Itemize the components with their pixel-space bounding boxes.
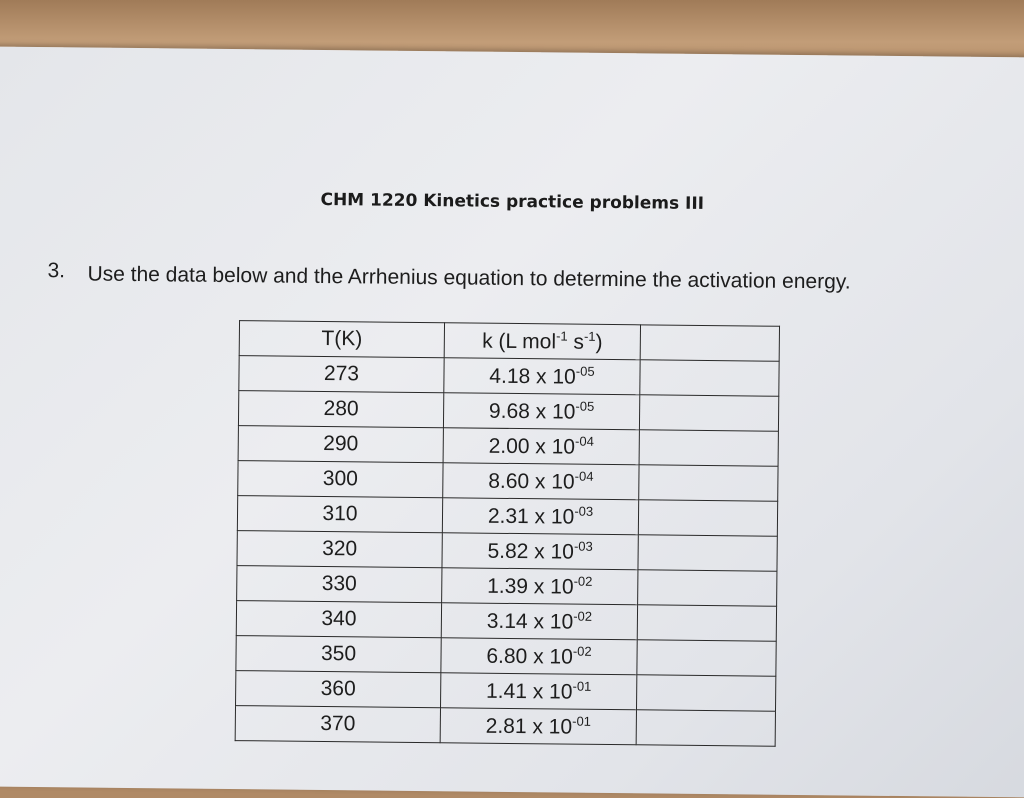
empty-cell <box>638 499 778 537</box>
data-row: 310 2.31 x 10-03 <box>237 495 778 537</box>
empty-cell <box>640 324 780 362</box>
exponent: -04 <box>574 468 594 484</box>
exponent: -05 <box>575 398 595 414</box>
data-row: 330 1.39 x 10-02 <box>236 565 777 607</box>
data-row: 290 2.00 x 10-04 <box>238 425 779 467</box>
temperature-cell: 310 <box>237 495 443 533</box>
temperature-cell: 330 <box>236 565 442 603</box>
rate-constant-cell: 3.14 x 10-02 <box>441 602 638 640</box>
rate-constant-cell: 1.39 x 10-02 <box>441 567 638 605</box>
rate-constant-cell: 9.68 x 10-05 <box>443 392 640 430</box>
temperature-cell: 290 <box>238 425 444 463</box>
data-row: 273 4.18 x 10-05 <box>238 355 780 397</box>
rate-constant-cell: 2.31 x 10-03 <box>442 497 639 535</box>
temperature-cell: 300 <box>237 460 444 498</box>
paper-sheet: CHM 1220 Kinetics practice problems III … <box>0 46 1024 798</box>
exponent: -05 <box>575 363 595 379</box>
empty-cell <box>638 464 779 502</box>
data-row: 340 3.14 x 10-02 <box>236 600 777 642</box>
empty-cell <box>637 604 777 642</box>
exponent: -02 <box>572 643 592 659</box>
rate-constant-cell: 6.80 x 10-02 <box>440 637 638 675</box>
exponent: -03 <box>574 503 594 519</box>
exponent: -02 <box>573 608 593 624</box>
mantissa: 3.14 x 10 <box>486 609 574 634</box>
exponent: -04 <box>575 433 594 449</box>
data-row: 300 8.60 x 10-04 <box>237 460 779 502</box>
header-text: k (L mol <box>482 329 557 354</box>
temperature-cell: 340 <box>236 600 442 638</box>
empty-cell <box>639 359 780 397</box>
header-text: T(K) <box>321 326 363 351</box>
mantissa: 4.18 x 10 <box>489 364 576 389</box>
rate-constant-cell: 1.41 x 10-01 <box>440 672 637 710</box>
header-row: T(K) k (L mol-1 s-1) <box>239 320 780 362</box>
header-text: s <box>567 330 585 354</box>
temperature-cell: 320 <box>236 530 443 568</box>
temperature-cell: 273 <box>238 355 445 393</box>
mantissa: 2.81 x 10 <box>485 714 573 739</box>
mantissa: 5.82 x 10 <box>487 539 575 564</box>
temperature-cell: 350 <box>235 635 442 673</box>
mantissa: 1.41 x 10 <box>485 679 573 704</box>
empty-cell <box>639 429 779 467</box>
temperature-cell: 370 <box>235 705 441 743</box>
rate-constant-cell: 8.60 x 10-04 <box>442 462 640 500</box>
data-row: 350 6.80 x 10-02 <box>235 635 777 677</box>
mantissa: 8.60 x 10 <box>488 469 575 494</box>
header-cell: T(K) <box>239 320 445 358</box>
rate-constant-cell: 2.00 x 10-04 <box>443 427 640 465</box>
rate-constant-cell: 2.81 x 10-01 <box>440 707 637 745</box>
superscript: -1 <box>556 328 568 344</box>
exponent: -02 <box>573 573 593 589</box>
exponent: -03 <box>573 538 593 554</box>
data-table: T(K) k (L mol-1 s-1) 273 4.18 x 10-05 280 9.6… <box>235 320 780 747</box>
mantissa: 9.68 x 10 <box>488 399 576 424</box>
title: CHM 1220 Kinetics practice problems III <box>320 189 705 214</box>
data-row: 280 9.68 x 10-05 <box>238 390 779 432</box>
empty-cell <box>636 639 777 677</box>
header-cell: k (L mol-1 s-1) <box>444 322 641 360</box>
temperature-cell: 360 <box>235 670 441 708</box>
superscript: -1 <box>583 328 596 344</box>
question-number: 3. <box>47 259 66 283</box>
empty-cell <box>636 709 776 747</box>
temperature-cell: 280 <box>238 390 444 428</box>
empty-cell <box>636 674 776 712</box>
empty-cell <box>637 534 778 572</box>
rate-constant-cell: 5.82 x 10-03 <box>441 532 639 570</box>
empty-cell <box>639 394 779 432</box>
mantissa: 1.39 x 10 <box>487 574 574 599</box>
mantissa: 2.31 x 10 <box>487 504 575 529</box>
mantissa: 2.00 x 10 <box>488 434 576 459</box>
data-row: 360 1.41 x 10-01 <box>235 670 776 712</box>
exponent: -01 <box>572 713 592 729</box>
rate-constant-cell: 4.18 x 10-05 <box>443 357 641 395</box>
empty-cell <box>637 569 777 607</box>
exponent: -01 <box>572 678 592 694</box>
data-row: 370 2.81 x 10-01 <box>235 705 776 747</box>
header-text: ) <box>595 330 603 354</box>
data-row: 320 5.82 x 10-03 <box>236 530 778 572</box>
mantissa: 6.80 x 10 <box>486 644 573 669</box>
question-text: Use the data below and the Arrhenius equ… <box>87 262 851 294</box>
